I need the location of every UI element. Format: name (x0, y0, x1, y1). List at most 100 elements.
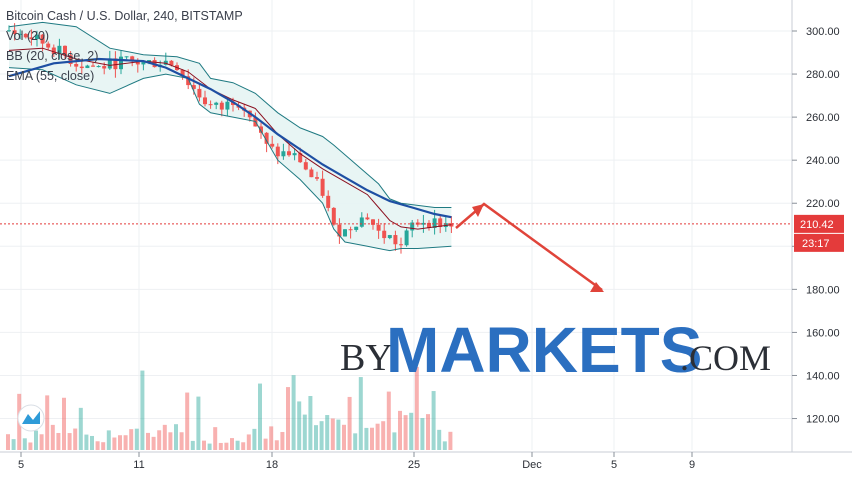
volume-bar (347, 396, 352, 450)
candle-body (147, 60, 151, 63)
volume-bar (134, 428, 139, 450)
volume-bar (398, 410, 402, 450)
volume-bar (129, 429, 134, 450)
volume-bar (297, 401, 302, 450)
volume-bar (325, 415, 330, 450)
volume-bar (409, 412, 414, 450)
watermark-markets: MARKETS (386, 314, 702, 386)
volume-bar (319, 421, 324, 450)
candle-body (191, 85, 196, 89)
bollinger-lower-line (8, 67, 452, 252)
volume-bar (246, 434, 251, 450)
logo-shape (22, 411, 40, 424)
volume-bar (90, 435, 94, 450)
last-price-label: 210.42 (800, 219, 834, 231)
candle-body (438, 218, 443, 228)
y-tick-label: 160.00 (806, 327, 840, 339)
volume-bar (84, 434, 89, 450)
x-tick-label: 5 (611, 459, 617, 471)
candle-body (107, 58, 112, 69)
watermark-by: BY (340, 337, 393, 379)
candle-body (281, 151, 286, 157)
candle-body (432, 218, 437, 228)
candle-body (259, 126, 263, 133)
volume-bar (291, 375, 296, 450)
candle-body (382, 230, 387, 239)
volume-bar (118, 435, 122, 450)
volume-bar (336, 419, 341, 450)
volume-bar (230, 438, 234, 450)
candle-body (23, 33, 28, 38)
volume-bar (151, 436, 156, 450)
volume-bar (62, 397, 66, 450)
forecast-arrow (455, 202, 604, 292)
volume-bar (420, 418, 425, 450)
volume-bar (179, 432, 184, 450)
volume-bar (330, 418, 335, 450)
x-tick-label: 9 (689, 459, 695, 471)
x-axis: 5 11 18 25 Dec 5 9 (18, 452, 695, 471)
volume-bar (73, 428, 78, 450)
candle-body (141, 62, 146, 65)
volume-bar (56, 432, 61, 450)
volume-bar (263, 438, 268, 450)
legend-title: Bitcoin Cash / U.S. Dollar, 240, BITSTAM… (6, 9, 243, 23)
volume-bar (375, 423, 380, 450)
candle-body (214, 102, 219, 105)
bollinger-band-fill (9, 22, 452, 251)
volume-bar (112, 437, 117, 450)
forecast-arrow-head-down (590, 282, 604, 292)
watermark-com: .COM (680, 338, 771, 378)
volume-bar (162, 424, 167, 450)
countdown-label: 23:17 (802, 238, 830, 250)
y-tick-label: 140.00 (806, 370, 840, 382)
volume-bar (50, 424, 55, 450)
candle-body (315, 177, 319, 179)
candle-body (63, 45, 67, 56)
volume-bar (11, 439, 16, 450)
x-tick-label: 18 (266, 459, 278, 471)
candle-body (46, 43, 51, 48)
volume-bar (364, 427, 369, 450)
countdown-badge-bg (794, 233, 844, 252)
volume-bar (202, 440, 206, 450)
candle-body (203, 97, 207, 105)
candle-body (219, 102, 224, 110)
forecast-arrow-head-up (472, 204, 484, 217)
candle-body (427, 222, 431, 228)
volume-bar (392, 432, 397, 450)
candle-body (331, 207, 336, 225)
volume-bar (95, 441, 100, 450)
x-tick-label: Dec (522, 459, 542, 471)
ema-55-line (8, 57, 452, 219)
volume-bar (286, 387, 290, 450)
volume-bar (39, 434, 44, 450)
candle-body (102, 66, 107, 69)
chart-legend: Bitcoin Cash / U.S. Dollar, 240, BITSTAM… (6, 6, 243, 86)
volume-bar (280, 431, 285, 450)
volume-bar (314, 425, 318, 450)
candle-body (51, 47, 56, 55)
candle-body (186, 76, 191, 86)
candle-body (40, 34, 45, 44)
volume-bar (207, 443, 212, 450)
candle-body (180, 70, 185, 77)
volume-bar (431, 391, 436, 450)
candle-body (292, 153, 297, 156)
volume-bar (67, 433, 72, 450)
candle-body (303, 162, 308, 170)
volume-bar (101, 442, 106, 450)
candle-body (270, 143, 275, 147)
candle-body (371, 219, 375, 225)
volume-bar (168, 432, 173, 450)
volume-bar (218, 442, 223, 450)
candle-body (348, 229, 353, 231)
candle-body (130, 56, 135, 61)
x-tick-label: 11 (133, 459, 144, 471)
candle-body (91, 65, 95, 67)
candle-body (29, 37, 34, 40)
volume-bar (146, 432, 150, 450)
y-tick-label: 280.00 (806, 69, 840, 81)
bollinger-upper-line (8, 21, 452, 208)
